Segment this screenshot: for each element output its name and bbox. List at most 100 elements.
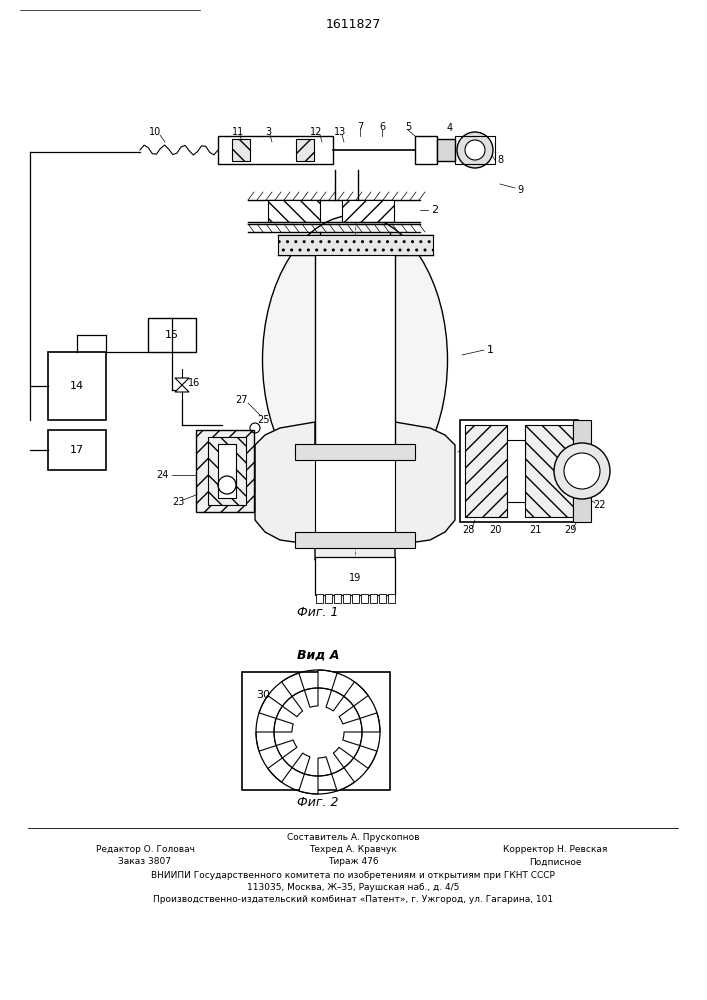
Bar	[315, 445, 395, 545]
Wedge shape	[305, 688, 318, 707]
Text: Фиг. 2: Фиг. 2	[297, 796, 339, 808]
Wedge shape	[339, 706, 360, 724]
Bar	[342, 200, 394, 222]
Bar	[278, 235, 433, 255]
Bar	[507, 440, 525, 502]
Text: 28: 28	[462, 525, 474, 535]
Bar	[315, 253, 395, 445]
Text: 22: 22	[594, 500, 606, 510]
Wedge shape	[276, 740, 297, 758]
Ellipse shape	[262, 215, 448, 505]
Bar	[465, 425, 507, 517]
Text: 24: 24	[156, 470, 168, 480]
Text: Корректор Н. Ревская: Корректор Н. Ревская	[503, 846, 607, 854]
Bar	[232, 139, 250, 161]
Bar	[315, 557, 395, 595]
Text: 5: 5	[405, 122, 411, 132]
Bar	[296, 139, 314, 161]
Text: 8: 8	[497, 155, 503, 165]
Text: 14: 14	[70, 381, 84, 391]
Text: Техред А. Кравчук: Техред А. Кравчук	[309, 846, 397, 854]
Wedge shape	[326, 690, 344, 711]
Text: 1611827: 1611827	[325, 18, 380, 31]
Circle shape	[564, 453, 600, 489]
Bar	[437, 139, 455, 161]
Wedge shape	[318, 757, 332, 776]
Text: A: A	[223, 480, 230, 490]
Wedge shape	[259, 696, 282, 718]
Bar	[48, 352, 106, 420]
Bar	[415, 136, 437, 164]
Bar	[148, 318, 196, 352]
Text: Вид A: Вид A	[297, 648, 339, 662]
Text: 30: 30	[256, 690, 270, 700]
Wedge shape	[282, 696, 303, 717]
Bar	[379, 594, 386, 603]
Bar	[361, 594, 368, 603]
Text: 2: 2	[431, 205, 438, 215]
Polygon shape	[175, 378, 189, 385]
Text: Тираж 476: Тираж 476	[327, 857, 378, 866]
Text: 23: 23	[172, 497, 185, 507]
Wedge shape	[360, 713, 380, 732]
Text: 113035, Москва, Ж–35, Раушская наб., д. 4/5: 113035, Москва, Ж–35, Раушская наб., д. …	[247, 884, 459, 892]
Bar	[218, 444, 236, 498]
Bar	[316, 594, 323, 603]
Text: 13: 13	[334, 127, 346, 137]
Bar	[370, 594, 377, 603]
Text: 15: 15	[165, 330, 179, 340]
Text: 6: 6	[379, 122, 385, 132]
Text: 16: 16	[188, 378, 200, 388]
Bar	[455, 136, 495, 164]
Text: 26: 26	[216, 437, 228, 447]
Bar	[196, 430, 254, 512]
Wedge shape	[354, 746, 377, 768]
Text: 10: 10	[149, 127, 161, 137]
Text: Производственно-издательский комбинат «Патент», г. Ужгород, ул. Гагарина, 101: Производственно-издательский комбинат «П…	[153, 896, 553, 904]
Text: Составитель А. Прускопнов: Составитель А. Прускопнов	[287, 834, 419, 842]
Text: Фиг. 1: Фиг. 1	[297, 605, 339, 618]
Text: 11: 11	[232, 127, 244, 137]
Text: ВНИИПИ Государственного комитета по изобретениям и открытиям при ГКНТ СССР: ВНИИПИ Государственного комитета по изоб…	[151, 871, 555, 880]
Circle shape	[457, 132, 493, 168]
Text: Редактор О. Головач: Редактор О. Головач	[95, 846, 194, 854]
Text: 9: 9	[517, 185, 523, 195]
Text: 27: 27	[235, 395, 248, 405]
Text: 19: 19	[349, 573, 361, 583]
Bar	[525, 425, 573, 517]
Text: 12: 12	[310, 127, 322, 137]
Text: 17: 17	[70, 445, 84, 455]
Wedge shape	[256, 732, 276, 751]
Circle shape	[465, 140, 485, 160]
Circle shape	[554, 443, 610, 499]
Text: 3: 3	[265, 127, 271, 137]
Wedge shape	[281, 673, 305, 696]
Text: Заказ 3807: Заказ 3807	[119, 857, 172, 866]
Text: 7: 7	[357, 122, 363, 132]
Text: 4: 4	[447, 123, 453, 133]
Bar	[325, 594, 332, 603]
Bar	[388, 594, 395, 603]
Bar	[295, 444, 415, 460]
Wedge shape	[333, 747, 354, 768]
Text: 29: 29	[563, 525, 576, 535]
Bar	[573, 420, 591, 522]
Bar	[334, 594, 341, 603]
Text: 21: 21	[529, 525, 541, 535]
Text: 20: 20	[489, 525, 501, 535]
Bar	[295, 532, 415, 548]
Text: 18: 18	[481, 430, 495, 440]
Text: Подписное: Подписное	[529, 857, 581, 866]
Wedge shape	[344, 682, 368, 706]
Wedge shape	[292, 753, 310, 774]
Wedge shape	[274, 718, 293, 732]
Bar	[460, 420, 578, 522]
Wedge shape	[343, 732, 362, 746]
Wedge shape	[299, 774, 318, 794]
Bar	[343, 594, 350, 603]
Bar	[352, 594, 359, 603]
Wedge shape	[318, 670, 337, 690]
Text: 1: 1	[486, 345, 493, 355]
Bar	[242, 672, 390, 790]
Bar	[218, 136, 333, 164]
